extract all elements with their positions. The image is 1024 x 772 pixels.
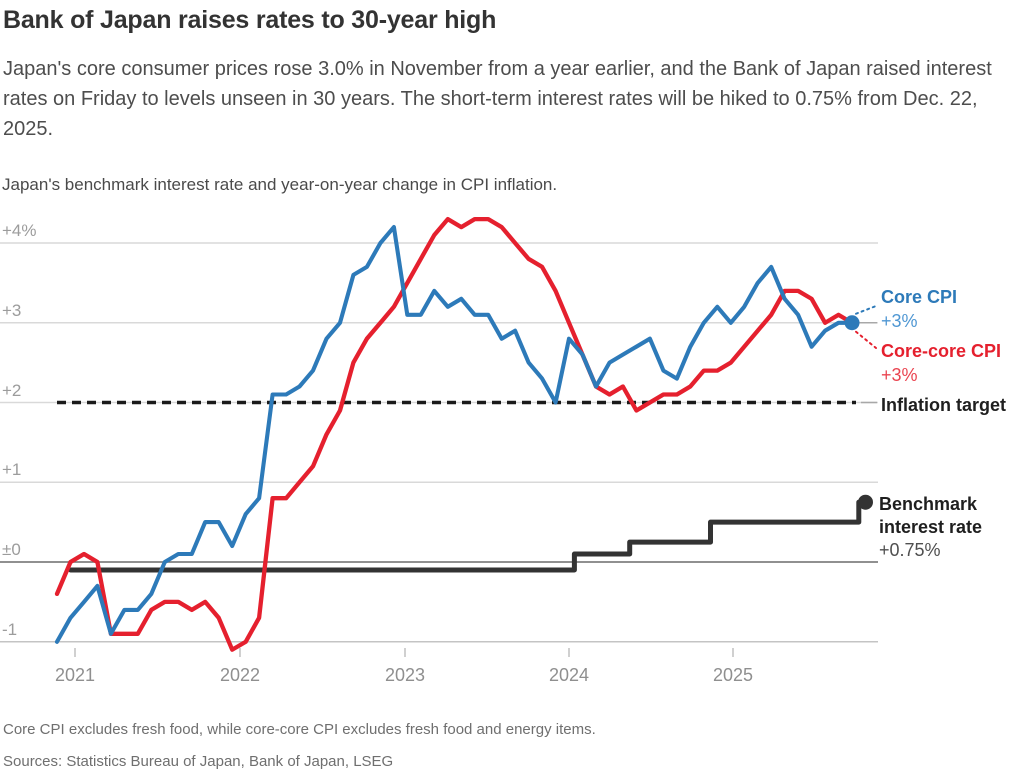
benchmark-rate-label-line1: Benchmark: [879, 494, 978, 514]
core-cpi-connector: [855, 305, 877, 315]
y-axis-label: +3: [2, 300, 22, 320]
benchmark-rate-line: [68, 499, 868, 573]
inflation-target-label: Inflation target: [881, 395, 1006, 415]
x-axis-label: 2023: [384, 665, 426, 685]
benchmark-end-dot: [858, 494, 873, 510]
core-cpi-series-label: Core CPI: [881, 287, 958, 307]
description-text: Japan's core consumer prices rose 3.0% i…: [3, 58, 992, 140]
x-axis-label: 2022: [219, 665, 261, 685]
core-core-cpi-connector: [855, 330, 877, 349]
core-cpi-end-dot: [844, 315, 860, 331]
core-core-cpi-latest-value: +3%: [881, 365, 918, 385]
y-axis-label: +1: [2, 460, 22, 480]
sources-line: Sources: Statistics Bureau of Japan, Ban…: [3, 753, 394, 770]
chart-subtitle: Japan's benchmark interest rate and year…: [2, 175, 558, 194]
page-title: Bank of Japan raises rates to 30-year hi…: [3, 6, 497, 34]
benchmark-rate-label-line2: interest rate: [879, 517, 983, 537]
chart-footnote: Core CPI excludes fresh food, while core…: [3, 721, 596, 738]
y-axis-label: +2: [2, 380, 22, 400]
core-core-cpi-series-label: Core-core CPI: [881, 341, 1002, 361]
x-axis-label: 2021: [54, 665, 96, 685]
benchmark-rate-label: Benchmark interest rate: [879, 493, 982, 539]
core-core-cpi-line: [54, 216, 855, 652]
y-axis-label: -1: [2, 619, 18, 639]
core-cpi-line: [54, 225, 855, 644]
core-cpi-latest-value: +3%: [881, 311, 918, 331]
y-axis-label: +4%: [2, 221, 37, 240]
x-axis-label: 2025: [712, 665, 754, 685]
x-axis-label: 2024: [548, 665, 590, 685]
y-axis-label: ±0: [2, 540, 21, 559]
benchmark-rate-latest-value: +0.75%: [879, 540, 941, 560]
